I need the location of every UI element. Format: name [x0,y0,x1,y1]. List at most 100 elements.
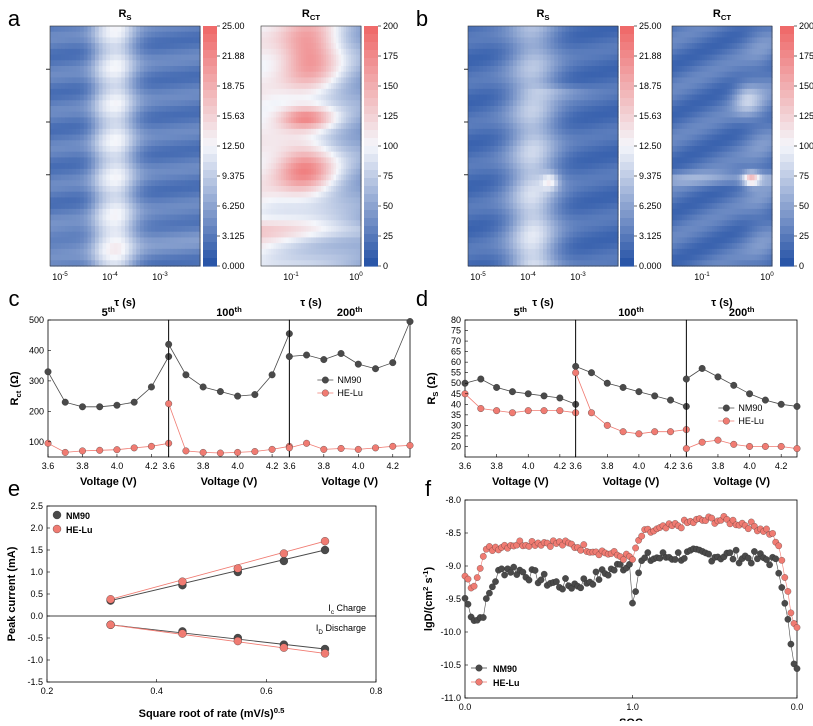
rs-heatmap-b-cell [584,175,588,181]
rs-heatmap-a-cell [73,95,77,101]
rs-heatmap-b-cell [569,77,573,83]
rs-heatmap-b-cell [483,192,487,198]
rs-heatmap-a-cell [106,32,110,38]
rs-heatmap-a-cell [69,146,73,152]
rs-heatmap-a-cell [103,226,107,232]
rs-heatmap-b-cell [551,140,555,146]
rs-heatmap-a-cell [50,43,54,49]
rs-heatmap-a-cell [148,95,152,101]
rs-heatmap-b-cell [543,60,547,66]
rct-colorbar-a-step [364,50,378,59]
rs-heatmap-a-cell [159,215,163,221]
rs-heatmap-a-cell [189,26,193,32]
rs-heatmap-b-cell [536,203,540,209]
rs-heatmap-a-cell [155,192,159,198]
rs-heatmap-b-cell [607,192,611,198]
rs-heatmap-a-cell [129,243,133,249]
rs-heatmap-a-cell [99,112,103,118]
rs-heatmap-a-cell [140,66,144,72]
rs-heatmap-b-cell [483,95,487,101]
rs-heatmap-b-cell [603,215,607,221]
rs-heatmap-b-cell [551,129,555,135]
rs-heatmap-a-cell [95,129,99,135]
rs-heatmap-a-cell [159,106,163,112]
rs-heatmap-b-cell [532,66,536,72]
rs-heatmap-b-cell [513,203,517,209]
rs-heatmap-b-cell [562,49,566,55]
rs-heatmap-b-cell [584,89,588,95]
rs-heatmap-b-cell [543,32,547,38]
rs-heatmap-b-cell [476,49,480,55]
rs-heatmap-b-cell [588,209,592,215]
rs-heatmap-a-cell [114,140,118,146]
rs-heatmap-a-cell [110,112,114,118]
rs-colorbar-a-step [203,202,217,211]
rs-heatmap-a-cell [58,243,62,249]
rs-heatmap-b-cell [569,89,573,95]
rs-heatmap-a-cell [178,237,182,243]
rs-heatmap-a-cell [193,243,197,249]
rs-heatmap-b-cell [532,77,536,83]
rs-heatmap-b-cell [498,237,502,243]
rs-heatmap-a-cell [174,77,178,83]
rs-heatmap-b-cell [551,180,555,186]
rs-heatmap-b-cell [513,26,517,32]
rs-heatmap-b-cell [584,232,588,238]
rs-heatmap-a-cell [58,163,62,169]
rs-heatmap-a-cell [54,135,58,141]
rs-heatmap-a-cell [91,260,95,266]
rs-heatmap-b-cell [558,66,562,72]
rs-heatmap-a-cell [80,215,84,221]
rs-heatmap-a-cell [50,106,54,112]
rs-heatmap-b-cell [596,129,600,135]
rs-heatmap-a-cell [129,112,133,118]
rs-heatmap-a-cell [95,95,99,101]
rs-heatmap-a [50,26,201,267]
rs-heatmap-a-cell [114,95,118,101]
rs-heatmap-a-cell [99,37,103,43]
rs-heatmap-b-cell [472,163,476,169]
rct-colorbar-a-step [364,170,378,179]
rs-heatmap-a-cell [121,60,125,66]
rs-heatmap-b-cell [494,180,498,186]
rs-heatmap-a-cell [140,55,144,61]
rs-heatmap-b-cell [532,237,536,243]
rs-heatmap-a-cell [148,135,152,141]
rs-heatmap-b-cell [573,226,577,232]
rs-heatmap-a-cell [114,60,118,66]
rs-heatmap-a-cell [95,83,99,89]
rs-heatmap-a-cell [151,112,155,118]
rs-heatmap-a-cell [110,192,114,198]
rs-heatmap-b-cell [588,163,592,169]
rs-heatmap-a-cell [80,60,84,66]
rs-heatmap-b-cell [569,135,573,141]
rs-heatmap-a-cell [50,77,54,83]
rs-heatmap-a-cell [118,186,122,192]
rs-heatmap-b-cell [498,146,502,152]
rs-heatmap-b-cell [494,49,498,55]
rs-heatmap-a-cell [65,157,69,163]
rs-heatmap-b-cell [566,197,570,203]
rs-heatmap-a-cell [106,157,110,163]
rs-heatmap-a-cell [61,55,65,61]
rs-heatmap-a-cell [65,49,69,55]
rs-heatmap-b-cell [543,135,547,141]
rs-heatmap-a-cell [189,260,193,266]
rs-heatmap-a-cell [114,83,118,89]
rs-heatmap-a-cell [103,95,107,101]
rs-heatmap-b-cell [569,106,573,112]
rs-heatmap-b-cell [558,43,562,49]
rs-heatmap-b-cell [476,169,480,175]
rs-heatmap-b-cell [487,163,491,169]
rs-heatmap-a-cell [88,83,92,89]
rs-heatmap-a-cell [133,117,137,123]
rs-heatmap-b-cell [472,32,476,38]
rs-heatmap-a-cell [181,203,185,209]
rs-heatmap-a-cell [88,135,92,141]
rs-heatmap-b-cell [509,55,513,61]
rs-heatmap-b-cell [539,83,543,89]
rs-heatmap-a-cell [178,203,182,209]
rs-heatmap-a-cell [99,152,103,158]
rs-heatmap-b-cell [509,32,513,38]
rct-colorbar-a-step [364,90,378,99]
